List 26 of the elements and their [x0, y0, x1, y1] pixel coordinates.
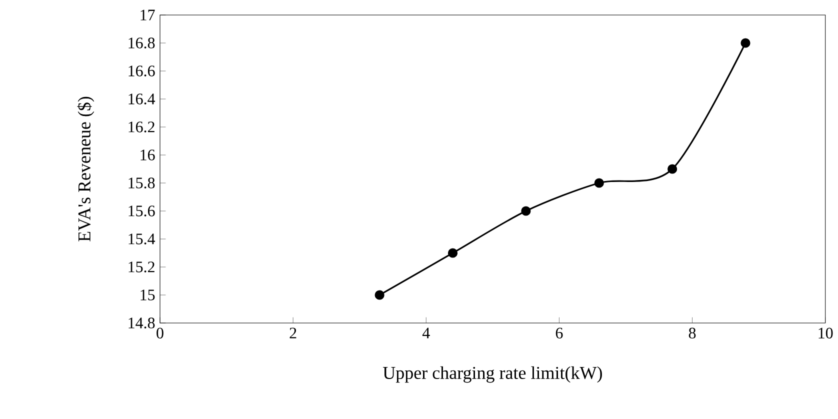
point	[374, 290, 384, 300]
x-tick-label: 2	[290, 328, 296, 338]
y-tick-label: 16.6	[128, 66, 155, 76]
y-tick-label: 15.8	[128, 178, 155, 188]
point	[521, 206, 531, 216]
point	[668, 164, 678, 174]
point	[740, 38, 750, 48]
y-tick-label: 15.4	[128, 234, 156, 244]
y-tick-label: 15	[140, 290, 155, 300]
y-tick-label: 16.8	[128, 38, 155, 48]
x-tick-label: 4	[422, 328, 430, 338]
y-tick-label: 16	[140, 150, 155, 160]
y-tick-label: 16.2	[128, 122, 154, 132]
y-tick-label: 16.4	[128, 94, 156, 104]
x-tick-label: 0	[156, 328, 164, 338]
point	[594, 178, 604, 188]
y-tick-label: 15.2	[128, 262, 154, 272]
y-tick-label: 17	[140, 10, 155, 20]
x-axis-title: Upper charging rate limit(kW)	[383, 366, 602, 383]
y-tick-label: 14.8	[128, 318, 155, 328]
y-tick-label: 15.6	[128, 206, 155, 216]
x-tick-label: 8	[688, 328, 696, 338]
x-tick-label: 6	[556, 328, 563, 338]
point	[448, 248, 458, 258]
y-axis-title: EVA's Reveneue ($)	[77, 96, 94, 242]
x-tick-label: 10	[818, 328, 833, 338]
